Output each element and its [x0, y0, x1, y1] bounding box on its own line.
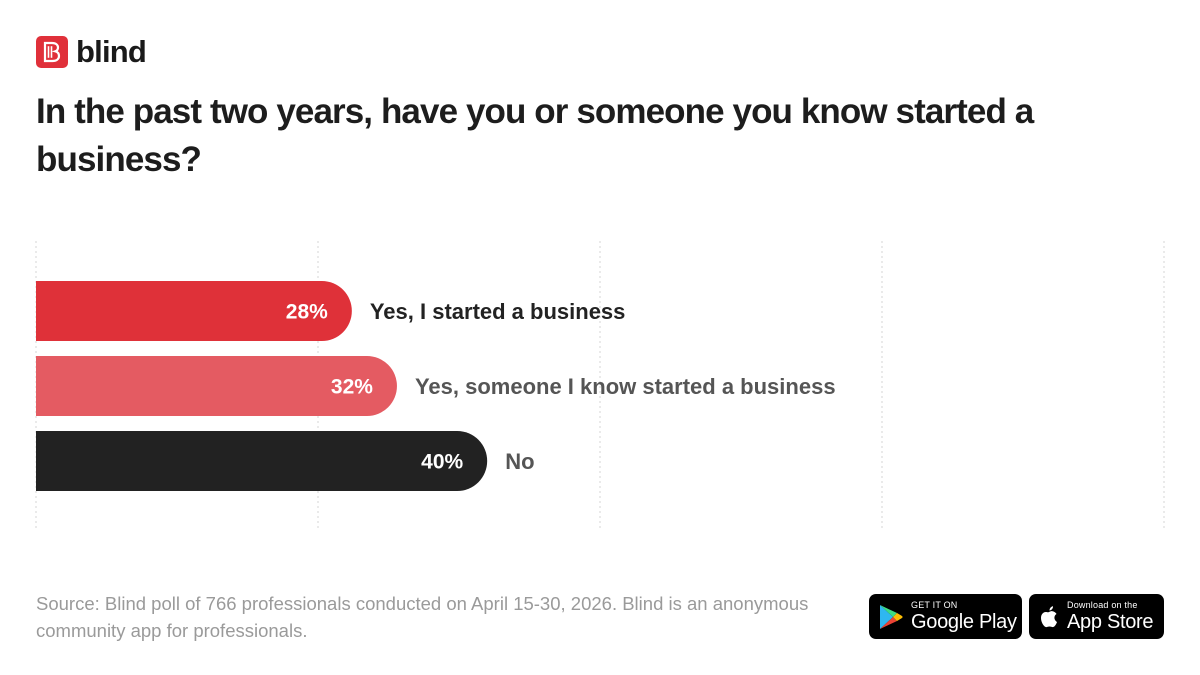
bar — [36, 356, 397, 416]
blind-logo-icon — [36, 36, 68, 68]
bar-value-label: 32% — [331, 376, 373, 399]
chart-title: In the past two years, have you or someo… — [36, 92, 1034, 179]
google-play-big-text: Google Play — [911, 611, 1017, 633]
apple-icon — [1041, 605, 1057, 627]
brand-name: blind — [76, 34, 147, 69]
brand: blind — [36, 34, 147, 69]
app-store-button[interactable]: Download on the App Store — [1029, 594, 1164, 639]
category-label: No — [505, 449, 534, 474]
bar-value-label: 40% — [421, 451, 463, 474]
bar — [36, 431, 488, 491]
category-label: Yes, someone I know started a business — [415, 374, 836, 399]
bar-value-label: 28% — [286, 301, 328, 324]
bar — [36, 281, 352, 341]
app-store-big-text: App Store — [1067, 611, 1154, 633]
category-label: Yes, I started a business — [370, 299, 626, 324]
source-note: Source: Blind poll of 766 professionals … — [36, 593, 809, 641]
google-play-small-text: GET IT ON — [911, 600, 958, 610]
app-store-small-text: Download on the — [1067, 600, 1138, 610]
google-play-icon — [880, 604, 903, 629]
google-play-button[interactable]: GET IT ON Google Play — [869, 594, 1022, 639]
chart-bars: 28% Yes, I started a business 32% Yes, some… — [36, 281, 836, 491]
